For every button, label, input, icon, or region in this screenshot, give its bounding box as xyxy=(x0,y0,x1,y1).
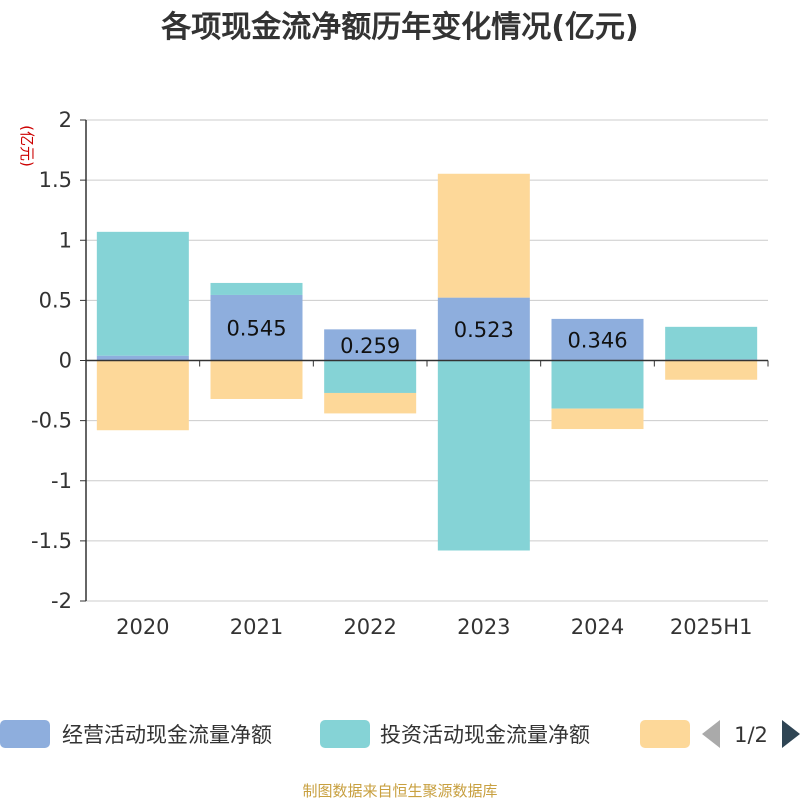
bar-2021-series-0 xyxy=(210,294,303,361)
legend-swatch xyxy=(320,720,370,748)
bar-2025H1-series-1 xyxy=(665,326,758,360)
bar-2022-series-1 xyxy=(324,360,417,393)
grid-lines xyxy=(86,119,768,602)
data-label-2024: 0.346 xyxy=(567,329,627,353)
bar-2020-series-0 xyxy=(96,355,189,361)
y-tick-label: 1 xyxy=(59,228,72,252)
bar-2022-series-2 xyxy=(324,392,417,414)
legend-page-indicator: 1/2 xyxy=(734,723,768,747)
legend-label: 经营活动现金流量净额 xyxy=(62,723,272,747)
data-label-2023: 0.523 xyxy=(454,318,514,342)
y-tick-label: -2 xyxy=(51,589,72,613)
bar-2021-series-2 xyxy=(210,360,303,399)
bar-2024-series-2 xyxy=(551,408,644,430)
y-tick-label: -0.5 xyxy=(31,409,72,433)
bar-2023-series-1 xyxy=(437,360,530,551)
data-label-2021: 0.545 xyxy=(226,317,286,341)
bar-2022-series-0 xyxy=(324,329,417,361)
legend-swatch xyxy=(0,720,50,748)
x-tick-label: 2021 xyxy=(230,615,283,639)
x-tick-label: 2020 xyxy=(116,615,169,639)
legend: 经营活动现金流量净额 投资活动现金流量净额 1/2 xyxy=(0,720,800,748)
bars xyxy=(96,173,758,551)
bar-2023-series-2 xyxy=(437,173,530,298)
x-tick-label: 2023 xyxy=(457,615,510,639)
bar-2020-series-2 xyxy=(96,360,189,431)
y-tick-label: 1.5 xyxy=(39,168,72,192)
source-note: 制图数据来自恒生聚源数据库 xyxy=(302,782,497,800)
y-tick-label: 0 xyxy=(59,349,72,373)
y-axis-unit-label: (亿元) xyxy=(18,125,36,167)
bar-2023-series-0 xyxy=(437,297,530,361)
y-tick-label: 0.5 xyxy=(39,288,72,312)
y-tick-label: -1 xyxy=(51,469,72,493)
x-tick-label: 2024 xyxy=(571,615,624,639)
x-tick-label: 2022 xyxy=(343,615,396,639)
y-tick-label: 2 xyxy=(59,108,72,132)
bar-2024-series-0 xyxy=(551,318,644,361)
y-tick-label: -1.5 xyxy=(31,529,72,553)
triangle-left-icon xyxy=(702,720,720,748)
axes: 2 1.5 1 0.5 0 -0.5 -1 -1.5 -2 2020 2021 2022 2023 202… xyxy=(31,108,769,639)
bar-2024-series-1 xyxy=(551,360,644,409)
chart-title: 各项现金流净额历年变化情况(亿元) xyxy=(160,10,638,45)
bar-2025H1-series-2 xyxy=(665,360,758,380)
data-labels: 0.545 0.259 0.523 0.346 xyxy=(226,317,627,358)
bar-2021-series-1 xyxy=(210,282,303,295)
x-tick-label: 2025H1 xyxy=(670,615,753,639)
legend-label: 投资活动现金流量净额 xyxy=(380,723,590,747)
triangle-right-icon xyxy=(782,720,800,748)
legend-swatch xyxy=(640,720,690,748)
data-label-2022: 0.259 xyxy=(340,334,400,358)
bar-2020-series-1 xyxy=(96,231,189,356)
